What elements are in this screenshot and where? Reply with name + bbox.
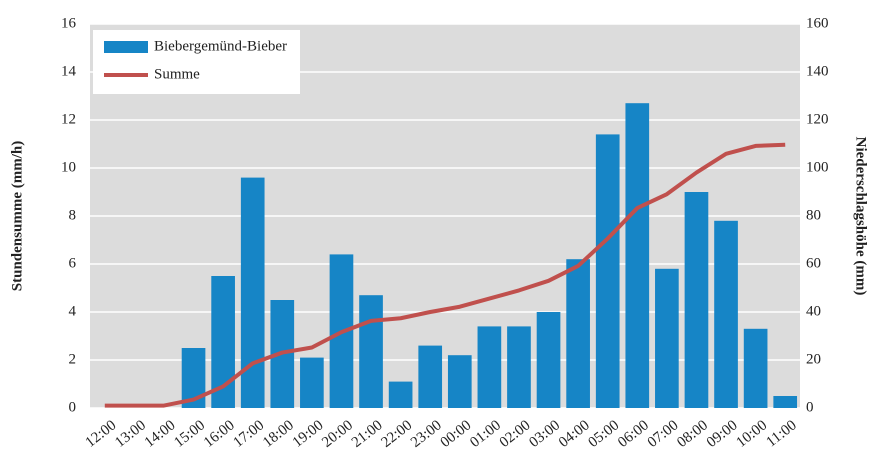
bar xyxy=(536,312,561,408)
x-tick-label: 00:00 xyxy=(438,417,475,451)
x-tick-label: 18:00 xyxy=(260,417,297,451)
x-tick-label: 23:00 xyxy=(408,417,445,451)
x-tick-label: 20:00 xyxy=(319,417,356,451)
bar xyxy=(181,348,206,408)
x-tick-label: 04:00 xyxy=(556,417,593,451)
y-tick-label: 2 xyxy=(69,351,77,367)
x-tick-label: 15:00 xyxy=(171,417,208,451)
x-tick-label: 13:00 xyxy=(112,417,149,451)
bar xyxy=(507,326,531,408)
bar xyxy=(566,259,590,408)
y-tick-label: 14 xyxy=(61,63,77,79)
legend-label: Biebergemünd-Bieber xyxy=(154,38,287,54)
x-tick-label: 21:00 xyxy=(349,417,386,451)
x-tick-label: 01:00 xyxy=(467,417,504,451)
bar xyxy=(418,345,443,408)
y-axis-label: Stundensumme (mm/h) xyxy=(9,141,25,291)
y2-tick-label: 120 xyxy=(806,111,829,127)
legend-label: Summe xyxy=(154,66,200,82)
x-tick-label: 08:00 xyxy=(674,417,711,451)
y-tick-label: 6 xyxy=(69,255,77,271)
y-tick-label: 12 xyxy=(61,111,76,127)
y2-tick-label: 160 xyxy=(806,15,829,31)
y-tick-label: 10 xyxy=(61,159,76,175)
x-tick-label: 12:00 xyxy=(83,417,120,451)
bar xyxy=(655,268,679,408)
x-tick-label: 11:00 xyxy=(763,417,799,450)
line xyxy=(104,142,786,408)
x-tick-label: 10:00 xyxy=(733,417,770,451)
y2-tick-label: 140 xyxy=(806,63,829,79)
bar xyxy=(684,192,709,408)
y-tick-label: 4 xyxy=(69,303,77,319)
y2-tick-label: 80 xyxy=(806,207,821,223)
legend-box xyxy=(93,30,300,94)
y-tick-label: 0 xyxy=(69,399,77,415)
bar xyxy=(240,177,265,408)
x-tick-label: 19:00 xyxy=(290,417,327,451)
x-tick-label: 03:00 xyxy=(526,417,563,451)
y2-tick-label: 100 xyxy=(806,159,829,175)
bar xyxy=(211,276,235,408)
x-tick-label: 22:00 xyxy=(378,417,415,451)
x-tick-label: 02:00 xyxy=(497,417,534,451)
y2-tick-label: 0 xyxy=(806,399,814,415)
x-tick-label: 06:00 xyxy=(615,417,652,451)
bar xyxy=(595,134,620,408)
y2-axis-label: Niederschlagshöhe (mm) xyxy=(853,137,869,296)
marks xyxy=(104,103,798,408)
bar xyxy=(773,396,798,408)
bar xyxy=(743,328,768,408)
y-tick-label: 8 xyxy=(69,207,77,223)
bar xyxy=(359,295,383,408)
x-tick-label: 07:00 xyxy=(645,417,682,451)
y2-tick-label: 40 xyxy=(806,303,821,319)
x-tick-label: 17:00 xyxy=(231,417,268,451)
x-tick-label: 09:00 xyxy=(704,417,741,451)
bar xyxy=(477,326,502,408)
bar xyxy=(714,220,738,408)
bar xyxy=(447,355,472,408)
x-tick-label: 16:00 xyxy=(201,417,238,451)
y-tick-label: 16 xyxy=(61,15,77,31)
bar xyxy=(625,103,650,408)
bar xyxy=(300,357,324,408)
y2-tick-label: 20 xyxy=(806,351,821,367)
y2-tick-label: 60 xyxy=(806,255,821,271)
legend-swatch xyxy=(104,41,148,53)
bar xyxy=(388,381,413,408)
x-tick-label: 05:00 xyxy=(586,417,623,451)
x-tick-label: 14:00 xyxy=(142,417,179,451)
